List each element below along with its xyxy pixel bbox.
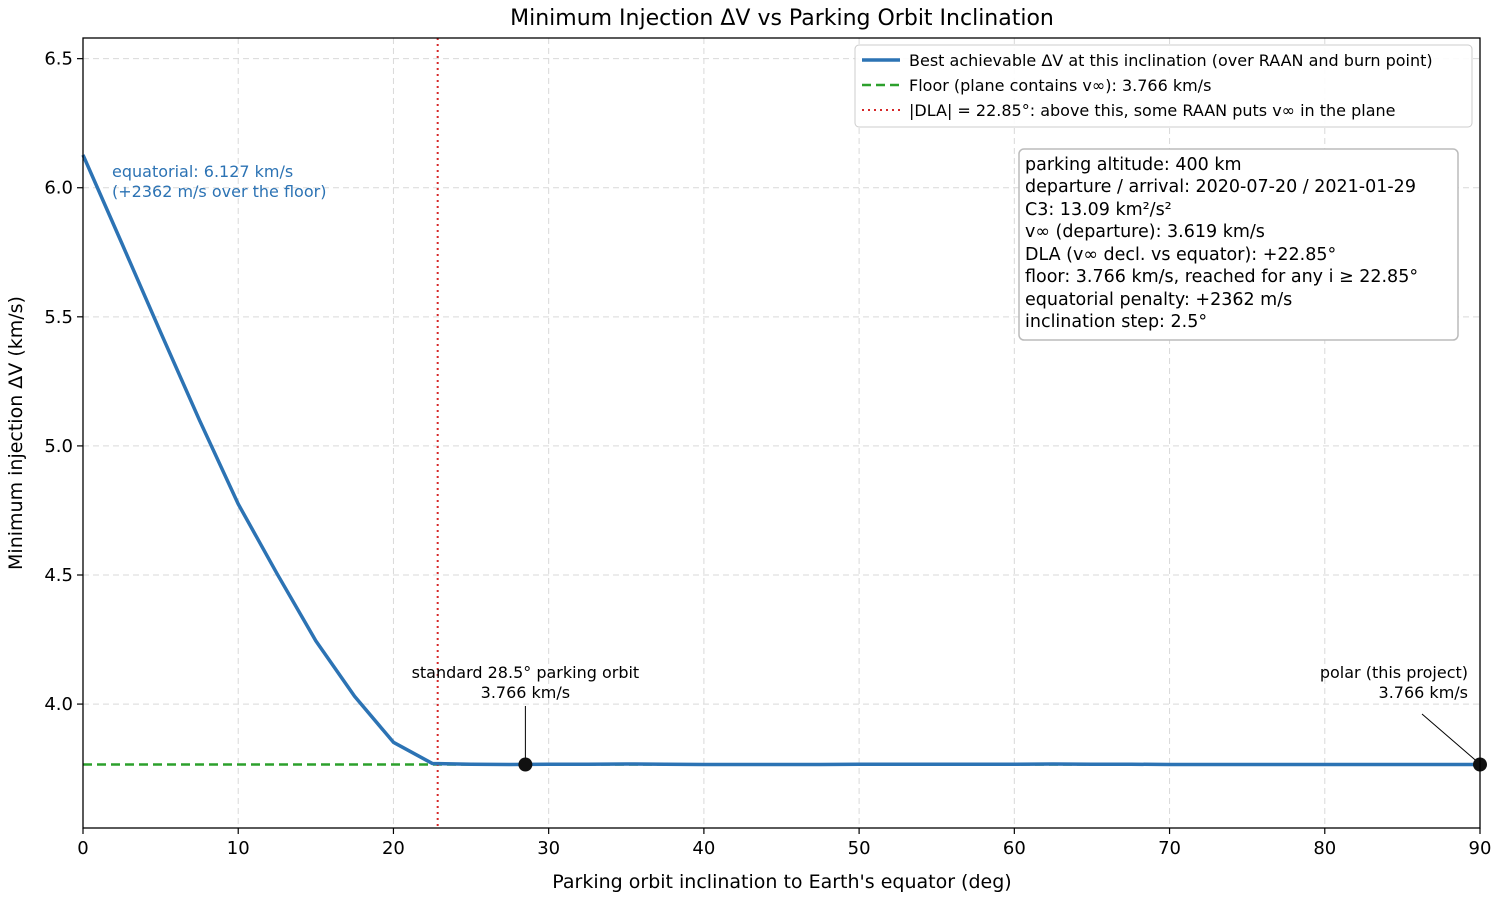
x-axis-label: Parking orbit inclination to Earth's equ… (552, 871, 1011, 893)
info-line: v∞ (departure): 3.619 km/s (1025, 222, 1265, 242)
info-box-frame (1018, 148, 1459, 341)
plot-frame (82, 37, 1481, 829)
x-tick-label: 10 (227, 838, 250, 859)
x-tick-label: 20 (382, 838, 405, 859)
x-tick-label: 0 (77, 838, 88, 859)
marker-label-line2: 3.766 km/s (1379, 683, 1468, 702)
y-tick-label: 5.0 (44, 436, 73, 457)
equatorial-note-line1: equatorial: 6.127 km/s (112, 162, 293, 181)
info-line: inclination step: 2.5° (1025, 312, 1207, 332)
best-dv-line (81, 154, 1480, 767)
info-line: C3: 13.09 km²/s² (1025, 200, 1172, 220)
marker-dot (518, 757, 533, 772)
legend-box (854, 44, 1473, 128)
equatorial-note-line2: (+2362 m/s over the floor) (112, 182, 326, 201)
x-tick-label: 50 (848, 838, 871, 859)
y-tick-label: 6.5 (44, 49, 73, 70)
marker-label-line2: 3.766 km/s (481, 683, 570, 702)
legend-label-dla: |DLA| = 22.85°: above this, some RAAN pu… (909, 101, 1395, 120)
x-tick-label: 60 (1003, 838, 1026, 859)
legend: Best achievable ΔV at this inclination (… (854, 44, 1473, 128)
x-tick-label: 40 (692, 838, 715, 859)
y-tick-label: 5.5 (44, 307, 73, 328)
series-layer (81, 154, 1480, 767)
info-line: floor: 3.766 km/s, reached for any i ≥ 2… (1025, 267, 1418, 287)
marker-label-line1: standard 28.5° parking orbit (412, 663, 640, 682)
x-tick-label: 30 (537, 838, 560, 859)
marker-label-line1: polar (this project) (1320, 663, 1468, 682)
y-axis-label: Minimum injection ΔV (km/s) (5, 296, 27, 570)
marker-leader-line (1421, 713, 1478, 762)
y-axis-ticks: 4.0 4.5 5.0 5.5 6.0 6.5 (44, 49, 83, 715)
chart-title: Minimum Injection ΔV vs Parking Orbit In… (510, 6, 1054, 31)
info-line: DLA (v∞ decl. vs equator): +22.85° (1025, 245, 1336, 265)
x-tick-label: 80 (1313, 838, 1336, 859)
y-tick-label: 4.0 (44, 694, 73, 715)
info-line: departure / arrival: 2020-07-20 / 2021-0… (1025, 177, 1416, 197)
x-tick-label: 70 (1158, 838, 1181, 859)
y-tick-label: 6.0 (44, 178, 73, 199)
x-tick-label: 90 (1469, 838, 1492, 859)
x-axis-ticks: 0 10 20 30 40 50 60 70 80 90 (77, 828, 1491, 859)
grid (83, 38, 1480, 828)
info-line: parking altitude: 400 km (1025, 155, 1242, 175)
legend-label-floor: Floor (plane contains v∞): 3.766 km/s (909, 76, 1211, 95)
info-line: equatorial penalty: +2362 m/s (1025, 290, 1292, 310)
info-box: parking altitude: 400 km departure / arr… (1018, 148, 1459, 341)
legend-label-best: Best achievable ΔV at this inclination (… (909, 51, 1433, 70)
y-tick-label: 4.5 (44, 565, 73, 586)
